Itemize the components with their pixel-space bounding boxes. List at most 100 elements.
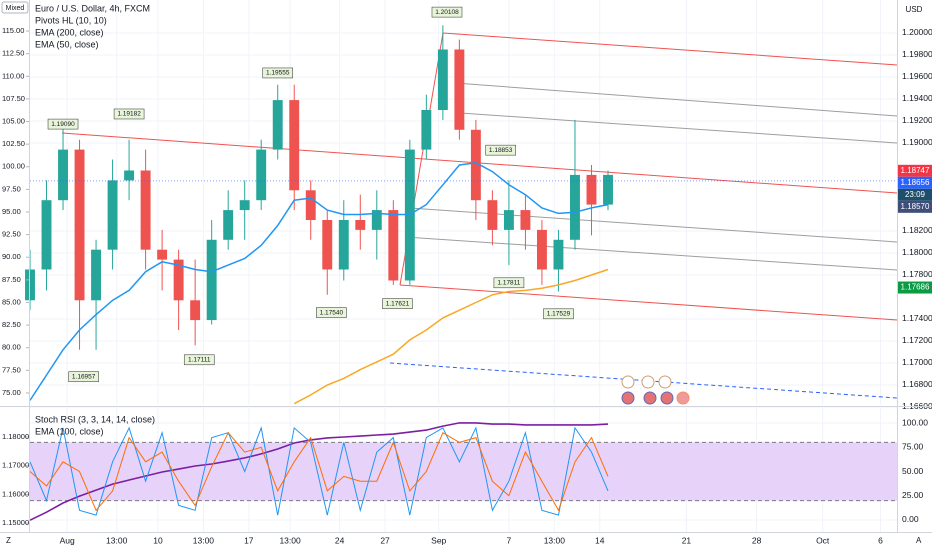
pitchfork-upper: [442, 32, 898, 66]
y2-tick-label: 95.00: [2, 207, 21, 216]
currency-label[interactable]: USD: [906, 5, 923, 14]
candle-body: [570, 174, 580, 240]
price-label: 1.18747: [901, 166, 930, 175]
y-tick-label: 1.17000: [902, 357, 932, 367]
y2-tick-label: 85.00: [2, 297, 21, 306]
pivot-label: 1.17811: [497, 279, 520, 286]
candle-body: [355, 219, 366, 230]
pitchfork-level: [404, 236, 898, 271]
y2-tick-label: 107.50: [2, 94, 25, 103]
candle-body: [586, 174, 597, 205]
candle-body: [553, 239, 564, 270]
series-line: [29, 431, 609, 512]
indicator-title: Stoch RSI (3, 3, 14, 14, close): [35, 414, 155, 424]
x-tick-label: 24: [335, 535, 345, 545]
candle-body: [503, 210, 514, 230]
candle-body: [520, 210, 531, 230]
candle-body: [305, 190, 316, 220]
candle-body: [470, 129, 481, 201]
candle-body: [454, 49, 465, 130]
series-line: [293, 268, 609, 405]
pivot-box: [543, 308, 574, 320]
candle-body: [272, 100, 283, 150]
event-icon[interactable]: [621, 391, 635, 405]
x-tick-label: 13:00: [193, 535, 215, 545]
candle-body: [107, 180, 118, 250]
pivot-label: 1.17529: [547, 311, 571, 318]
candle-body: [603, 174, 613, 205]
zoom-button[interactable]: Z: [6, 536, 11, 545]
y2-tick-label: 80.00: [2, 343, 21, 352]
pivot-label: 1.18853: [489, 147, 513, 154]
y2-tick-label: 112.50: [2, 49, 24, 58]
candle-body: [289, 100, 300, 191]
pivot-label: 1.19090: [51, 121, 75, 128]
pivot-label: 1.19182: [117, 111, 141, 118]
series-line: [29, 162, 609, 401]
event-icon[interactable]: [621, 375, 635, 389]
y2-tick-label: 110.00: [2, 71, 24, 80]
event-icon[interactable]: [676, 391, 690, 405]
pivot-box: [485, 144, 516, 156]
x-tick-label: 27: [380, 535, 390, 545]
candle-body: [487, 200, 498, 230]
event-icon[interactable]: [641, 375, 655, 389]
event-icon[interactable]: [643, 391, 657, 405]
y-tick-label: 1.17800: [902, 269, 932, 279]
x-tick-label: 6: [878, 535, 883, 545]
series-line: [29, 422, 609, 521]
candle-body: [124, 170, 135, 181]
candle-body: [371, 210, 382, 230]
candle-body: [437, 49, 448, 110]
candle-body: [388, 210, 399, 281]
pivot-box: [113, 108, 145, 120]
y-tick-label: 75.00: [902, 442, 924, 452]
y2-tick-label: 82.50: [2, 320, 21, 329]
y2-tick-label: 75.00: [2, 388, 21, 397]
price-label-box: [898, 281, 932, 294]
candle-body: [206, 239, 217, 321]
pivot-box: [262, 67, 294, 79]
y-tick-label: 0.00: [902, 514, 919, 524]
pivot-box: [68, 371, 99, 383]
pivot-box: [316, 307, 347, 318]
pitchfork-level: [454, 82, 898, 117]
y-tick-label: 100.00: [902, 417, 928, 427]
y-tick-label: 1.19200: [902, 115, 932, 125]
y2-tick-label: 105.00: [2, 117, 25, 126]
y-tick-label: 1.19000: [902, 137, 932, 147]
y2-tick-label: 1.16000: [2, 489, 29, 498]
pivot-label: 1.16957: [72, 373, 96, 380]
x-tick-label: 17: [244, 535, 254, 545]
band-fill: [30, 442, 897, 501]
legend-entry: EMA (100, close): [35, 426, 104, 436]
x-tick-label: Aug: [60, 535, 75, 545]
candle-body: [91, 249, 102, 301]
event-icon[interactable]: [658, 375, 672, 389]
y2-tick-label: 100.00: [2, 162, 25, 171]
y-tick-label: 1.16800: [902, 379, 932, 389]
y-tick-label: 1.17400: [902, 313, 932, 323]
y-tick-label: 1.19400: [902, 93, 932, 103]
y-tick-label: 1.18200: [902, 225, 932, 235]
x-tick-label: 13:00: [544, 535, 566, 545]
y-tick-label: 1.20000: [902, 27, 932, 37]
indicator-legend: Pivots HL (10, 10): [35, 15, 107, 25]
event-icons[interactable]: [621, 375, 690, 405]
series-line: [29, 426, 609, 516]
scale-mode-button[interactable]: [1, 1, 29, 14]
x-tick-label: 13:00: [279, 535, 301, 545]
price-label: 1.18656: [901, 178, 930, 187]
auto-scale-button[interactable]: A: [916, 536, 922, 545]
pitchfork-lower: [399, 284, 898, 321]
pivot-box: [431, 6, 463, 18]
pivot-label: 1.17540: [320, 309, 344, 316]
labels-layer: 1.20000 1.19800 1.19600 1.19400 1.19200 1.190…: [2, 6, 932, 545]
y-tick-label: 25.00: [902, 490, 924, 500]
x-tick-label: Sep: [431, 535, 446, 545]
pivot-label: 1.17621: [386, 300, 410, 307]
x-tick-label: Oct: [816, 535, 830, 545]
event-icon[interactable]: [660, 391, 674, 405]
pivot-label: 1.17111: [188, 356, 211, 363]
scale-mode-label[interactable]: Mixed: [6, 5, 25, 12]
